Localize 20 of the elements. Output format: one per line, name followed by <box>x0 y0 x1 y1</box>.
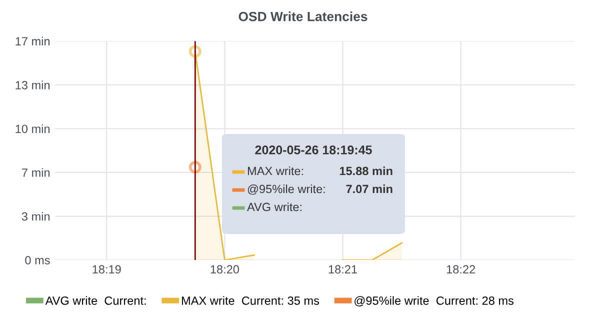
annotation: 7.07 min <box>346 184 392 194</box>
legend-label: AVG write Current: <box>45 296 146 305</box>
x-tick-label: 18:22 <box>446 265 475 274</box>
annotation: @95%ile write: <box>248 184 325 195</box>
y-tick-label: 10 min <box>16 124 50 134</box>
chart-title: OSD Write Latencies <box>238 12 368 22</box>
annotation: 2020-05-26 18:19:45 <box>255 146 372 154</box>
x-tick-label: 18:19 <box>92 265 121 274</box>
annotation: 15.88 min <box>340 166 392 176</box>
annotation: MAX write: <box>248 166 303 176</box>
legend-label: MAX write Current: 35 ms <box>182 296 320 305</box>
y-tick-label: 7 min <box>22 168 50 177</box>
x-tick-label: 18:21 <box>328 265 357 274</box>
y-tick-label: 3 min <box>22 212 50 221</box>
legend-label: @95%ile write Current: 28 ms <box>354 296 514 306</box>
y-tick-label: 17 min <box>16 36 50 46</box>
annotation: AVG write: <box>247 202 302 212</box>
y-tick-label: 13 min <box>16 80 50 90</box>
x-tick-label: 18:20 <box>210 265 239 274</box>
y-tick-label: 0 ms <box>25 256 50 264</box>
